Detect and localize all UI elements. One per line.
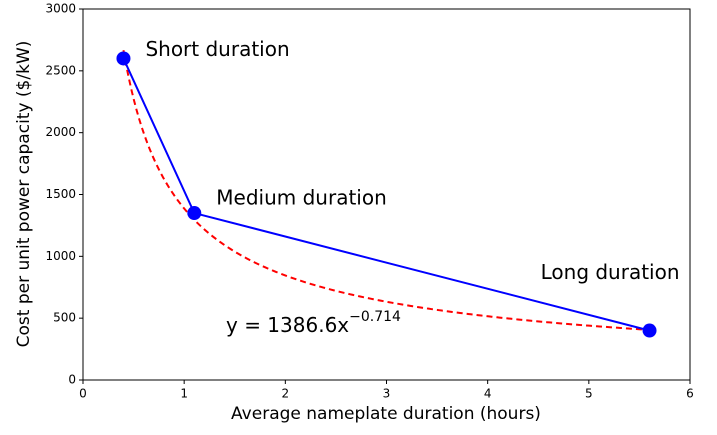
x-tick-label: 5	[585, 387, 593, 401]
x-axis-label: Average nameplate duration (hours)	[231, 404, 541, 424]
point-label: Medium duration	[216, 186, 386, 210]
x-tick-label: 1	[180, 387, 188, 401]
y-tick-label: 2500	[45, 63, 76, 77]
point-label: Short duration	[145, 37, 289, 61]
x-tick-label: 4	[484, 387, 492, 401]
fit-curve	[122, 49, 650, 331]
y-tick-label: 0	[68, 373, 76, 387]
y-tick-label: 2000	[45, 125, 76, 139]
fit-equation-exponent: −0.714	[349, 309, 401, 325]
fit-equation: y = 1386.6x−0.714	[226, 309, 401, 337]
x-tick-label: 3	[383, 387, 391, 401]
y-tick-label: 500	[53, 311, 76, 325]
x-tick-label: 2	[282, 387, 290, 401]
y-tick-label: 1500	[45, 187, 76, 201]
fit-equation-base: y = 1386.6x	[226, 313, 349, 337]
data-point	[116, 51, 131, 66]
y-tick-label: 1000	[45, 249, 76, 263]
data-point	[187, 206, 202, 221]
x-tick-label: 6	[686, 387, 694, 401]
y-tick-label: 3000	[45, 2, 76, 16]
data-point	[642, 323, 657, 338]
x-tick-label: 0	[79, 387, 87, 401]
y-axis-label: Cost per unit power capacity ($/kW)	[14, 41, 34, 348]
point-label: Long duration	[541, 260, 680, 284]
